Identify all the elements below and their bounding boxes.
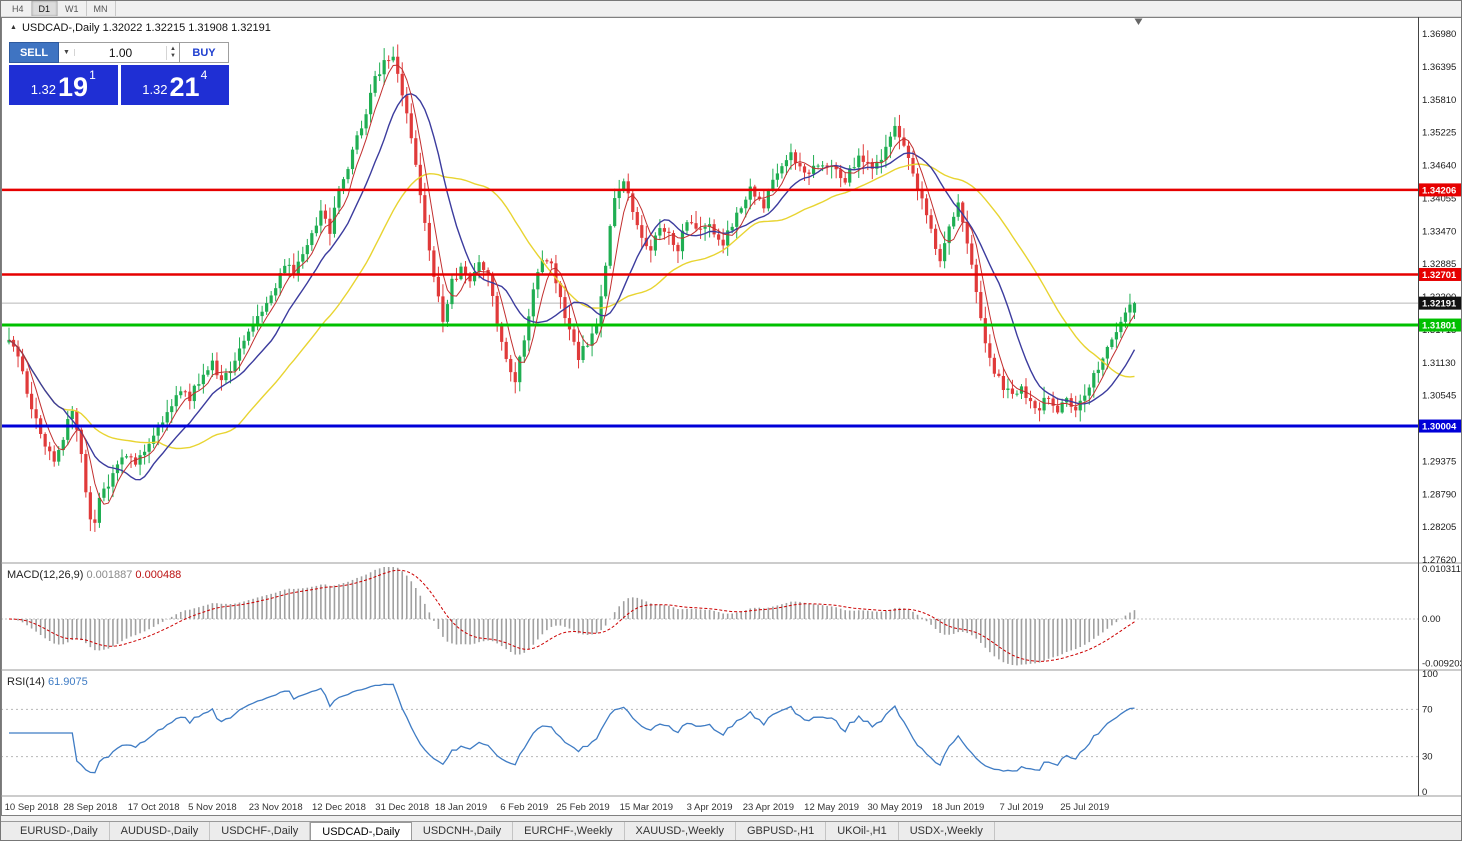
svg-text:3 Apr 2019: 3 Apr 2019 [687, 802, 733, 813]
chart-tab-bar: EURUSD-,Daily AUDUSD-,Daily USDCHF-,Daily U… [1, 821, 1461, 840]
svg-text:0.00: 0.00 [1422, 614, 1441, 625]
rsi-panel [1, 683, 1418, 774]
svg-text:0: 0 [1422, 787, 1427, 798]
price-badges: 1.34206 1.32701 1.32191 1.31801 1.30004 [1419, 183, 1461, 433]
timeframe-button-mn[interactable]: MN [87, 1, 116, 16]
svg-text:1.28790: 1.28790 [1422, 489, 1456, 500]
chart-tab-eurchfweekly[interactable]: EURCHF-,Weekly [513, 822, 625, 840]
timeframe-button-d1[interactable]: D1 [31, 1, 59, 16]
svg-text:10 Sep 2018: 10 Sep 2018 [5, 802, 59, 813]
svg-text:0.010311: 0.010311 [1422, 564, 1461, 575]
buy-price-prefix: 1.32 [142, 82, 168, 97]
one-click-trading-panel: SELL ▼ ▲ ▼ BUY 1.32 19 1 1.32 21 4 [9, 42, 229, 105]
svg-text:1.30004: 1.30004 [1422, 422, 1457, 433]
svg-text:17 Oct 2018: 17 Oct 2018 [128, 802, 180, 813]
svg-text:1.35225: 1.35225 [1422, 128, 1456, 139]
chart-canvas[interactable]: 1.36980 1.36395 1.35810 1.35225 1.34640 1.340… [1, 1, 1462, 821]
chart-title: ▲ USDCAD-,Daily 1.32022 1.32215 1.31908 … [10, 22, 271, 34]
chart-tab-ukoilh1[interactable]: UKOil-,H1 [826, 822, 899, 840]
volume-field-group: ▼ ▲ ▼ [59, 42, 179, 63]
moving-average-lines [8, 64, 1136, 505]
svg-text:31 Dec 2018: 31 Dec 2018 [375, 802, 429, 813]
svg-text:1.31801: 1.31801 [1422, 321, 1457, 332]
spinner-up-icon[interactable]: ▲ [170, 45, 176, 52]
volume-dropdown-icon[interactable]: ▼ [59, 49, 75, 56]
svg-text:25 Feb 2019: 25 Feb 2019 [556, 802, 609, 813]
svg-text:1.28205: 1.28205 [1422, 522, 1456, 533]
svg-text:30: 30 [1422, 752, 1433, 763]
svg-text:1.30545: 1.30545 [1422, 391, 1456, 402]
svg-text:1.33470: 1.33470 [1422, 226, 1456, 237]
macd-panel [1, 567, 1418, 666]
horizontal-level-lines[interactable] [1, 188, 1418, 428]
chart-tab-gbpusdh1[interactable]: GBPUSD-,H1 [736, 822, 827, 840]
svg-text:1.31130: 1.31130 [1422, 358, 1456, 369]
chart-background [1, 17, 1461, 816]
svg-text:18 Jan 2019: 18 Jan 2019 [435, 802, 487, 813]
svg-text:18 Jun 2019: 18 Jun 2019 [932, 802, 984, 813]
svg-text:23 Apr 2019: 23 Apr 2019 [743, 802, 794, 813]
panel-frames [1, 17, 1461, 816]
chart-tab-usdxweekly[interactable]: USDX-,Weekly [899, 822, 995, 840]
chart-tab-usdchfdaily[interactable]: USDCHF-,Daily [210, 822, 311, 840]
svg-text:1.36395: 1.36395 [1422, 62, 1456, 73]
chart-title-text: USDCAD-,Daily 1.32022 1.32215 1.31908 1.… [21, 22, 271, 34]
svg-text:70: 70 [1422, 704, 1433, 715]
buy-price-big: 21 [169, 72, 200, 102]
svg-text:23 Nov 2018: 23 Nov 2018 [249, 802, 303, 813]
timeframe-toolbar: H4 D1 W1 MN [1, 1, 1461, 17]
axis-labels: 1.36980 1.36395 1.35810 1.35225 1.34640 1.340… [5, 29, 1462, 813]
chart-tab-eurusddaily[interactable]: EURUSD-,Daily [9, 822, 110, 840]
chart-tab-usdcnhdaily[interactable]: USDCNH-,Daily [412, 822, 514, 840]
buy-price-sup: 4 [200, 68, 208, 82]
svg-text:1.29375: 1.29375 [1422, 456, 1456, 467]
svg-text:15 Mar 2019: 15 Mar 2019 [620, 802, 673, 813]
volume-spinner[interactable]: ▲ ▼ [166, 45, 179, 60]
svg-text:1.34055: 1.34055 [1422, 193, 1456, 204]
sell-price-prefix: 1.32 [30, 82, 57, 97]
svg-text:30 May 2019: 30 May 2019 [867, 802, 922, 813]
svg-text:-0.009203: -0.009203 [1422, 659, 1462, 670]
svg-text:1.36980: 1.36980 [1422, 29, 1456, 40]
chart-tab-usdcaddaily[interactable]: USDCAD-,Daily [310, 822, 412, 840]
timeframe-button-h4[interactable]: H4 [5, 1, 32, 16]
svg-text:100: 100 [1422, 669, 1438, 680]
timeframe-button-w1[interactable]: W1 [58, 1, 87, 16]
svg-text:25 Jul 2019: 25 Jul 2019 [1060, 802, 1109, 813]
sell-price-box[interactable]: 1.32 19 1 [9, 65, 118, 105]
chart-shift-marker-icon[interactable] [1134, 18, 1143, 26]
svg-text:1.32701: 1.32701 [1422, 270, 1457, 281]
svg-text:5 Nov 2018: 5 Nov 2018 [188, 802, 237, 813]
svg-text:12 May 2019: 12 May 2019 [804, 802, 859, 813]
svg-text:28 Sep 2018: 28 Sep 2018 [63, 802, 117, 813]
candlestick-series [7, 44, 1137, 532]
svg-text:1.27620: 1.27620 [1422, 555, 1456, 566]
svg-text:1.32885: 1.32885 [1422, 259, 1456, 270]
svg-text:6 Feb 2019: 6 Feb 2019 [500, 802, 548, 813]
sell-price-sup: 1 [89, 68, 96, 82]
chart-tab-audusddaily[interactable]: AUDUSD-,Daily [110, 822, 211, 840]
sell-price-big: 19 [58, 72, 89, 102]
collapse-panel-icon[interactable]: ▲ [10, 24, 17, 31]
svg-text:7 Jul 2019: 7 Jul 2019 [1000, 802, 1044, 813]
svg-text:1.32191: 1.32191 [1422, 299, 1457, 310]
svg-text:1.35810: 1.35810 [1422, 95, 1456, 106]
svg-text:RSI(14) 61.9075: RSI(14) 61.9075 [7, 676, 88, 688]
svg-text:1.34640: 1.34640 [1422, 161, 1456, 172]
svg-text:12 Dec 2018: 12 Dec 2018 [312, 802, 366, 813]
chart-tab-xauusdweekly[interactable]: XAUUSD-,Weekly [625, 822, 736, 840]
buy-price-box[interactable]: 1.32 21 4 [120, 65, 229, 105]
volume-input[interactable] [74, 44, 167, 61]
sell-button[interactable]: SELL [9, 42, 59, 63]
svg-text:MACD(12,26,9) 0.001887 0.00048: MACD(12,26,9) 0.001887 0.000488 [7, 569, 181, 581]
svg-text:1.34206: 1.34206 [1422, 185, 1456, 196]
buy-button[interactable]: BUY [179, 42, 229, 63]
spinner-down-icon[interactable]: ▼ [170, 52, 176, 59]
